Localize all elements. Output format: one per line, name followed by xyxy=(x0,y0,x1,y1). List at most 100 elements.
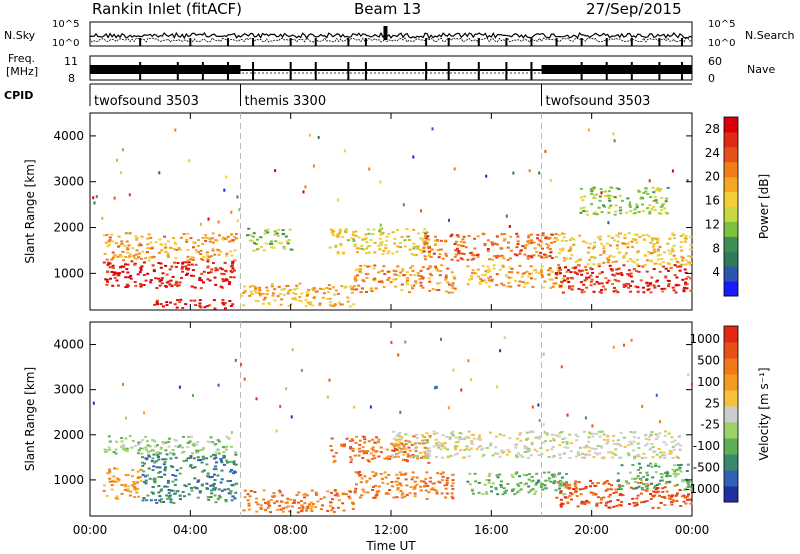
power-cell xyxy=(222,303,226,306)
power-cell xyxy=(488,270,492,273)
velocity-cell xyxy=(591,432,595,435)
velocity-cell xyxy=(273,502,276,505)
velocity-cell xyxy=(345,493,348,496)
power-cell xyxy=(539,245,542,248)
velocity-cell xyxy=(537,437,541,440)
velocity-cell xyxy=(275,500,279,503)
power-cell xyxy=(671,234,675,237)
velocity-cell xyxy=(547,479,551,482)
velocity-cell xyxy=(560,485,564,487)
power-cell xyxy=(272,246,276,249)
velocity-cell xyxy=(529,430,533,433)
power-cell xyxy=(137,252,141,255)
power-cell xyxy=(168,268,172,271)
power-cell xyxy=(544,254,548,257)
velocity-cell xyxy=(413,486,417,489)
velocity-cell xyxy=(131,469,135,472)
power-cell xyxy=(178,248,182,251)
power-cell xyxy=(544,237,548,240)
velocity-cell xyxy=(174,474,178,477)
velocity-cell xyxy=(413,455,417,457)
velocity-cell xyxy=(411,476,415,478)
power-cell xyxy=(684,237,688,240)
power-cell xyxy=(125,268,129,271)
power-cell xyxy=(592,186,596,189)
velocity-cell xyxy=(396,487,400,490)
velocity-cell xyxy=(619,444,623,447)
power-cell xyxy=(382,265,386,268)
power-cell xyxy=(515,232,519,235)
power-cell xyxy=(394,270,398,273)
power-cell xyxy=(652,268,656,270)
velocity-cell xyxy=(187,441,191,444)
power-cell xyxy=(104,278,108,281)
power-cell xyxy=(685,283,689,286)
power-cell xyxy=(127,256,131,259)
velocity-cell xyxy=(579,493,583,496)
velocity-colorbar-segment xyxy=(724,454,738,471)
velocity-colorbar-segment xyxy=(724,422,738,439)
power-cell xyxy=(190,263,194,266)
velocity-cell xyxy=(374,484,378,487)
velocity-cell xyxy=(469,447,473,450)
power-cell xyxy=(455,247,459,250)
velocity-cell xyxy=(242,509,246,512)
velocity-cell xyxy=(139,447,143,450)
velocity-cell xyxy=(527,485,531,488)
power-cell xyxy=(140,235,144,238)
power-cell xyxy=(171,276,175,278)
power-cell xyxy=(211,247,215,250)
velocity-cell xyxy=(485,491,488,494)
velocity-cell xyxy=(566,496,569,499)
power-cell xyxy=(487,285,491,288)
power-cell xyxy=(306,293,309,296)
power-cell xyxy=(276,295,280,298)
power-cell xyxy=(606,256,610,259)
velocity-cell xyxy=(395,496,399,499)
velocity-cell xyxy=(234,471,237,474)
velocity-cell xyxy=(689,502,693,505)
power-cell xyxy=(329,228,333,231)
velocity-cell xyxy=(208,441,212,444)
power-cell xyxy=(444,278,448,281)
power-cell xyxy=(450,233,454,236)
velocity-cell xyxy=(403,446,406,449)
velocity-cell xyxy=(453,447,457,450)
power-cell xyxy=(198,299,202,302)
power-cell xyxy=(129,274,133,277)
power-cell xyxy=(254,299,258,302)
power-cell xyxy=(378,248,382,251)
power-cell xyxy=(406,277,409,280)
power-cell xyxy=(140,284,144,287)
velocity-cell xyxy=(243,489,247,492)
power-cell xyxy=(610,268,614,271)
velocity-cell xyxy=(113,467,116,470)
power-cell xyxy=(515,246,519,249)
velocity-cell xyxy=(224,499,228,501)
power-cell xyxy=(620,199,624,202)
velocity-cell xyxy=(341,502,345,505)
velocity-cell xyxy=(555,434,559,437)
velocity-cell xyxy=(559,504,563,507)
velocity-cell xyxy=(640,488,644,491)
velocity-cell xyxy=(389,455,393,458)
power-cell xyxy=(372,228,376,231)
power-cell xyxy=(412,228,416,231)
power-cell xyxy=(590,187,594,190)
velocity-cell xyxy=(372,449,376,452)
velocity-cell xyxy=(177,445,181,448)
power-cell xyxy=(567,269,571,272)
velocity-cell xyxy=(377,455,381,458)
power-cell xyxy=(139,244,143,247)
velocity-cell xyxy=(181,491,185,493)
power-cell xyxy=(214,269,218,272)
velocity-cell xyxy=(453,445,457,448)
velocity-cell xyxy=(651,476,655,479)
velocity-cell xyxy=(226,480,230,483)
power-cell xyxy=(540,256,544,259)
velocity-cell xyxy=(193,477,197,480)
power-cell xyxy=(561,247,565,250)
power-colorbar-segment xyxy=(724,191,738,207)
power-cell xyxy=(538,239,542,242)
power-cell xyxy=(273,233,277,236)
